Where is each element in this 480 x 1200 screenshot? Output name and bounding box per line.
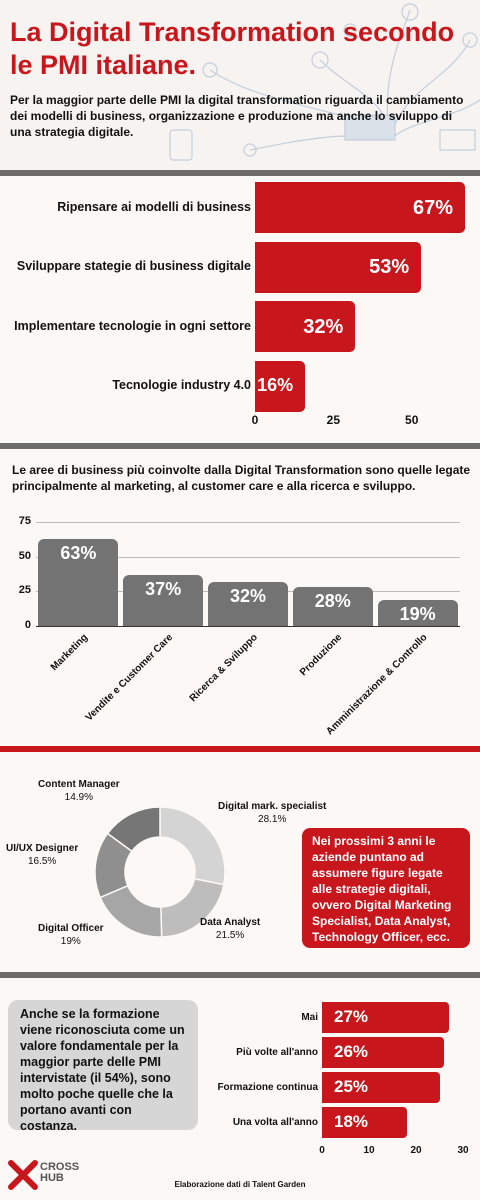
bar-value-label: 16% xyxy=(257,375,294,395)
bar-label: Ripensare ai modelli di business xyxy=(57,199,251,214)
bar-label: Formazione continua xyxy=(217,1081,318,1093)
bar xyxy=(255,241,422,293)
bar-value-label: 32% xyxy=(303,315,344,338)
bar-value-label: 32% xyxy=(229,585,267,606)
bar xyxy=(322,1107,407,1138)
y-tick-label: 75 xyxy=(18,515,31,527)
training-note: Anche se la formazione viene riconosciut… xyxy=(8,1000,198,1133)
bar-label: Implementare tecnologie in ogni settore xyxy=(14,318,251,333)
x-tick-label: 25 xyxy=(326,413,341,427)
crosshub-logo-icon xyxy=(8,1160,38,1190)
x-tick-label: Amministrazione & Controllo xyxy=(324,632,430,738)
divider-4 xyxy=(0,972,480,978)
bar xyxy=(255,360,306,412)
donut-label-name: Data Analyst xyxy=(200,917,261,928)
donut-label-name: Content Manager xyxy=(38,779,120,790)
donut-label: Content Manager 14.9% xyxy=(38,778,120,804)
donut-label: UI/UX Designer 16.5% xyxy=(6,842,78,868)
x-tick-label: Marketing xyxy=(49,632,91,674)
bar xyxy=(322,1072,440,1103)
bar xyxy=(255,301,356,352)
x-tick-label: Produzione xyxy=(298,632,345,679)
bar-label: Mai xyxy=(301,1011,318,1023)
bar-label: Una volta all'anno xyxy=(232,1116,318,1128)
bar-value-label: 28% xyxy=(314,591,351,612)
donut-label-name: Digital Officer xyxy=(38,923,104,934)
bar-value-label: 19% xyxy=(399,603,436,624)
bar-label: Tecnologie industry 4.0 xyxy=(112,378,251,392)
donut-label: Data Analyst 21.5% xyxy=(200,916,260,942)
donut-svg xyxy=(94,806,226,938)
x-tick-label: 0 xyxy=(319,1145,325,1156)
x-tick-label: 10 xyxy=(363,1145,375,1156)
bar xyxy=(123,574,204,626)
crosshub-logo: CROSS HUB xyxy=(8,1160,79,1195)
x-tick-label: Ricerca & Sviluppo xyxy=(187,632,260,705)
x-tick-label: 50 xyxy=(405,413,419,427)
bar-value-label: 63% xyxy=(60,542,97,563)
grid-line xyxy=(36,522,460,523)
bar-value-label: 26% xyxy=(334,1042,369,1061)
bar xyxy=(292,587,373,626)
x-tick-label: 0 xyxy=(251,413,259,427)
donut-label-value: 21.5% xyxy=(215,930,245,941)
bar xyxy=(208,581,288,626)
y-tick-label: 0 xyxy=(24,619,31,631)
bar xyxy=(377,599,458,626)
donut-slice xyxy=(159,806,226,886)
divider-3 xyxy=(0,746,480,752)
x-tick-label: 20 xyxy=(410,1145,422,1156)
bar xyxy=(255,182,465,233)
donut-label-value: 16.5% xyxy=(27,856,57,867)
donut-label-name: UI/UX Designer xyxy=(6,843,79,854)
bar xyxy=(322,1002,449,1033)
bar-label: Sviluppare stategie di business digitale xyxy=(16,259,251,273)
donut-label-value: 14.9% xyxy=(64,792,94,803)
donut-label: Digital mark. specialist 28.1% xyxy=(218,800,326,826)
donut-label: Digital Officer 19% xyxy=(38,922,104,948)
bar-value-label: 18% xyxy=(334,1112,369,1131)
header: La Digital Transformation secondo le PMI… xyxy=(0,0,480,170)
bar-label: Più volte all'anno xyxy=(236,1046,318,1058)
logo-line2: HUB xyxy=(40,1172,64,1184)
footer-credit: Elaborazione dati di Talent Garden xyxy=(174,1180,306,1189)
y-tick-label: 50 xyxy=(18,549,31,562)
intro-text: Per la maggior parte delle PMI la digita… xyxy=(10,93,464,139)
grid-line xyxy=(36,556,460,558)
logo-line1: CROSS xyxy=(40,1161,80,1173)
page-title: La Digital Transformation secondo le PMI… xyxy=(10,17,455,80)
section2-intro: Le aree di business più coinvolte dalla … xyxy=(12,463,471,493)
bar xyxy=(38,538,119,626)
divider-2 xyxy=(0,443,480,449)
tech-illustration xyxy=(169,3,480,161)
x-tick-label: 30 xyxy=(457,1145,469,1156)
bar-value-label: 27% xyxy=(334,1007,369,1026)
hiring-callout: Nei prossimi 3 anni le aziende puntano a… xyxy=(302,828,470,948)
donut-label-name: Digital mark. specialist xyxy=(218,801,327,812)
bar-value-label: 67% xyxy=(412,196,453,219)
divider-1 xyxy=(0,170,480,176)
donut-label-value: 28.1% xyxy=(258,814,287,825)
bar-value-label: 25% xyxy=(334,1077,369,1096)
bar xyxy=(322,1037,445,1068)
donut-label-value: 19% xyxy=(60,936,81,947)
x-tick-label: Vendite e Customer Care xyxy=(83,632,175,724)
donut-slice xyxy=(106,806,161,853)
bar-value-label: 53% xyxy=(369,256,410,278)
grid-line xyxy=(36,626,460,627)
bar-value-label: 37% xyxy=(145,578,182,599)
y-tick-label: 25 xyxy=(18,584,31,597)
